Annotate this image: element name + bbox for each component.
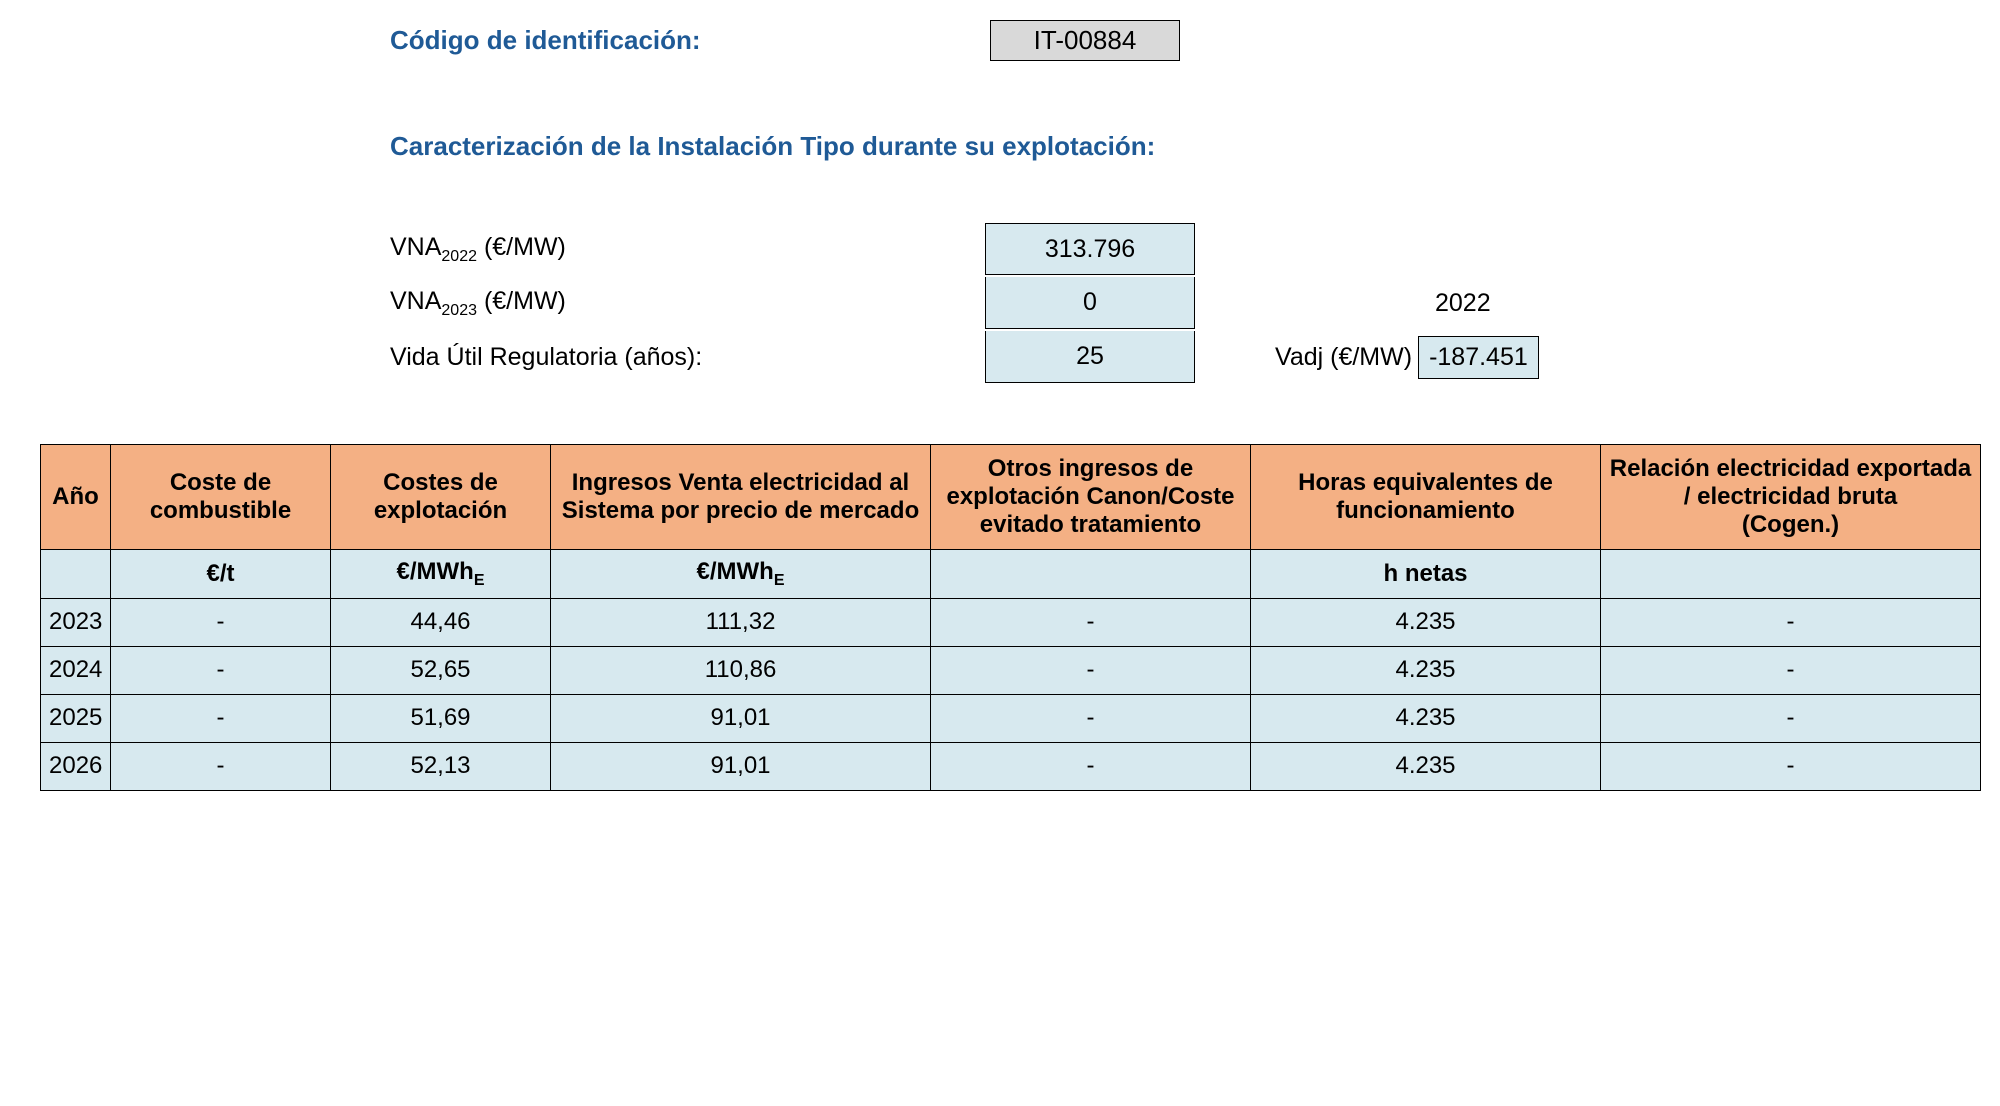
unit-cell-5: h netas [1251, 550, 1601, 599]
table-row: 2023-44,46111,32-4.235- [41, 598, 1981, 646]
unit-cell-3: €/MWhE [551, 550, 931, 599]
data-cell: 4.235 [1251, 598, 1601, 646]
data-cell: 4.235 [1251, 646, 1601, 694]
data-cell: 91,01 [551, 742, 931, 790]
data-cell: 91,01 [551, 694, 931, 742]
data-cell: 111,32 [551, 598, 931, 646]
units-row: €/t€/MWhE€/MWhEh netas [41, 550, 1981, 599]
year-cell: 2024 [41, 646, 111, 694]
vna2022-row: VNA2022 (€/MW) 313.796 [390, 222, 1980, 276]
col-header-1: Coste de combustible [111, 445, 331, 550]
vna2023-post: (€/MW) [477, 287, 566, 315]
data-cell: - [1601, 742, 1981, 790]
vna2022-sub: 2022 [441, 248, 477, 265]
year-cell: 2025 [41, 694, 111, 742]
code-value-box: IT-00884 [990, 20, 1180, 61]
vida-value: 25 [985, 331, 1195, 383]
vna2022-label: VNA2022 (€/MW) [390, 233, 985, 266]
data-table: AñoCoste de combustibleCostes de explota… [40, 444, 1981, 791]
table-row: 2025-51,6991,01-4.235- [41, 694, 1981, 742]
vadj-group: Vadj (€/MW) -187.451 [1275, 336, 1539, 379]
year-2022-label: 2022 [1435, 289, 1491, 318]
data-cell: 52,65 [331, 646, 551, 694]
vna2022-value: 313.796 [985, 223, 1195, 275]
vna2023-label: VNA2023 (€/MW) [390, 287, 985, 320]
year-cell: 2023 [41, 598, 111, 646]
table-header-row: AñoCoste de combustibleCostes de explota… [41, 445, 1981, 550]
data-cell: - [931, 742, 1251, 790]
table-row: 2026-52,1391,01-4.235- [41, 742, 1981, 790]
vadj-value: -187.451 [1418, 336, 1539, 379]
data-cell: 110,86 [551, 646, 931, 694]
code-row: Código de identificación: IT-00884 [390, 20, 1980, 61]
document-body: Código de identificación: IT-00884 Carac… [0, 0, 2000, 831]
col-header-6: Relación electricidad exportada / electr… [1601, 445, 1981, 550]
data-cell: 51,69 [331, 694, 551, 742]
data-cell: - [931, 646, 1251, 694]
section-title: Caracterización de la Instalación Tipo d… [390, 131, 1980, 162]
data-cell: - [931, 598, 1251, 646]
col-header-5: Horas equivalentes de funcionamiento [1251, 445, 1601, 550]
unit-cell-1: €/t [111, 550, 331, 599]
year-cell: 2026 [41, 742, 111, 790]
vna2023-value: 0 [985, 277, 1195, 329]
vna2022-pre: VNA [390, 233, 441, 261]
data-cell: 52,13 [331, 742, 551, 790]
data-cell: - [1601, 598, 1981, 646]
unit-cell-6 [1601, 550, 1981, 599]
unit-cell-2: €/MWhE [331, 550, 551, 599]
vna2022-post: (€/MW) [477, 233, 566, 261]
unit-cell-4 [931, 550, 1251, 599]
col-header-2: Costes de explotación [331, 445, 551, 550]
vadj-label: Vadj (€/MW) [1275, 343, 1412, 372]
vna2023-pre: VNA [390, 287, 441, 315]
col-header-4: Otros ingresos de explotación Canon/Cost… [931, 445, 1251, 550]
data-cell: 4.235 [1251, 742, 1601, 790]
data-cell: - [111, 598, 331, 646]
vida-row: Vida Útil Regulatoria (años): 25 Vadj (€… [390, 330, 1980, 384]
data-cell: 4.235 [1251, 694, 1601, 742]
data-cell: - [111, 646, 331, 694]
data-cell: - [111, 742, 331, 790]
vna2023-row: VNA2023 (€/MW) 0 2022 [390, 276, 1980, 330]
data-cell: - [1601, 646, 1981, 694]
unit-cell-0 [41, 550, 111, 599]
code-label: Código de identificación: [390, 25, 990, 56]
data-cell: - [931, 694, 1251, 742]
data-cell: - [111, 694, 331, 742]
table-row: 2024-52,65110,86-4.235- [41, 646, 1981, 694]
col-header-3: Ingresos Venta electricidad al Sistema p… [551, 445, 931, 550]
data-cell: 44,46 [331, 598, 551, 646]
data-cell: - [1601, 694, 1981, 742]
vida-label: Vida Útil Regulatoria (años): [390, 343, 985, 372]
col-header-0: Año [41, 445, 111, 550]
vna2023-sub: 2023 [441, 302, 477, 319]
